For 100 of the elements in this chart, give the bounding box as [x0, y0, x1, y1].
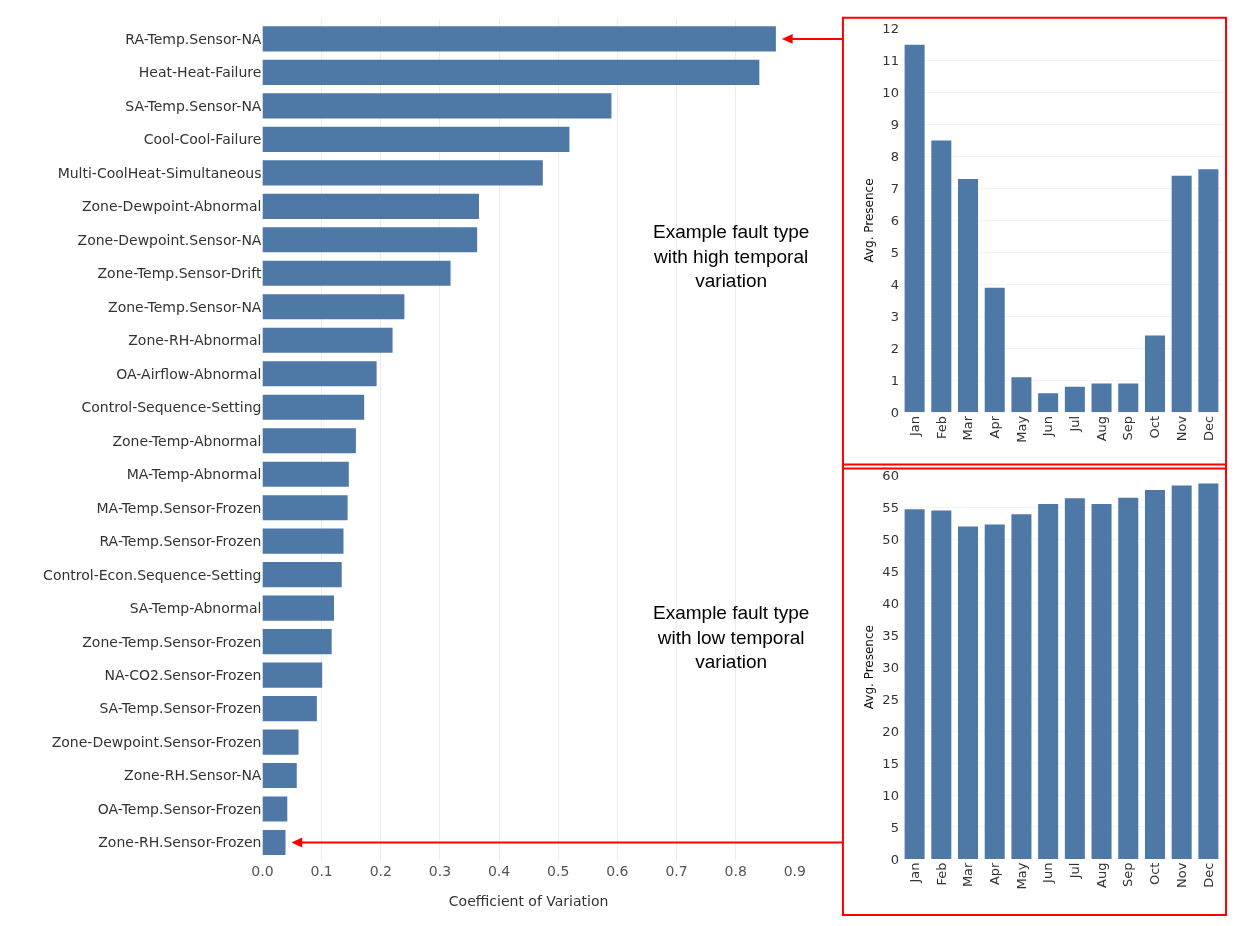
y-tick-label: Zone-Dewpoint-Abnormal — [81, 198, 262, 215]
bar — [262, 361, 377, 387]
x-tick-label: Mar — [960, 861, 976, 888]
y-tick-label: 4 — [890, 276, 899, 292]
bar — [262, 562, 342, 588]
x-tick-label: Oct — [1147, 415, 1163, 439]
bar — [1038, 504, 1059, 859]
y-tick-label: 20 — [882, 723, 899, 739]
y-tick-label: SA-Temp-Abnormal — [129, 600, 262, 617]
y-tick-label: 0 — [890, 404, 899, 420]
x-tick-label: May — [1013, 415, 1029, 443]
x-tick-label: Jan — [906, 862, 922, 884]
bar — [262, 294, 405, 320]
y-tick-label: 35 — [882, 627, 899, 643]
y-tick-label: Heat-Heat-Failure — [138, 64, 262, 81]
x-tick-label: Oct — [1147, 862, 1163, 886]
bar — [262, 729, 299, 755]
x-tick-label: 0.9 — [783, 862, 806, 879]
bar — [262, 93, 612, 119]
bar — [1091, 504, 1112, 859]
y-tick-label: SA-Temp.Sensor-Frozen — [99, 700, 262, 717]
x-tick-label: 0.7 — [665, 862, 688, 879]
x-tick-label: Sep — [1120, 415, 1136, 441]
bar — [1144, 490, 1165, 859]
y-tick-label: 5 — [890, 245, 899, 260]
y-axis-title: Avg. Presence — [861, 178, 876, 263]
y-tick-label: 0 — [890, 851, 899, 867]
x-axis-title: Coefficient of Variation — [448, 893, 609, 910]
bar — [1118, 497, 1139, 859]
y-tick-label: Zone-Dewpoint.Sensor-NA — [77, 231, 262, 248]
bar — [904, 44, 925, 413]
y-tick-label: OA-Temp.Sensor-Frozen — [97, 800, 262, 817]
bar — [262, 126, 570, 152]
x-tick-label: 0.8 — [724, 862, 747, 879]
x-tick-label: May — [1013, 862, 1029, 890]
y-tick-label: 30 — [882, 659, 899, 675]
x-tick-label: 0.2 — [369, 862, 392, 879]
bar — [1064, 498, 1085, 859]
y-tick-label: Control-Econ.Sequence-Setting — [43, 566, 262, 583]
bar — [262, 394, 365, 420]
bar — [262, 763, 297, 789]
x-tick-label: Feb — [933, 862, 949, 886]
y-tick-label: 3 — [890, 308, 899, 324]
bar — [1198, 169, 1219, 413]
y-tick-label: RA-Temp.Sensor-NA — [125, 30, 262, 47]
y-tick-label: Zone-Temp.Sensor-NA — [108, 298, 262, 315]
bar — [262, 160, 543, 186]
x-tick-label: Nov — [1173, 862, 1189, 888]
y-tick-label: 55 — [882, 499, 899, 515]
y-tick-label: 9 — [890, 117, 899, 133]
bar — [1011, 514, 1032, 859]
y-tick-label: 45 — [882, 563, 899, 579]
bar — [262, 461, 349, 487]
y-tick-label: 5 — [890, 819, 899, 835]
bar — [1198, 483, 1219, 859]
bar — [262, 193, 479, 219]
y-tick-label: 8 — [890, 149, 899, 165]
bar — [262, 528, 344, 554]
bar — [958, 178, 979, 413]
x-tick-label: Jul — [1067, 862, 1083, 880]
bar — [262, 428, 356, 454]
y-tick-label: Zone-Temp.Sensor-Drift — [97, 265, 262, 282]
y-tick-label: Zone-RH-Abnormal — [128, 332, 262, 349]
bar — [262, 227, 478, 253]
x-tick-label: 0.4 — [487, 862, 511, 879]
bar — [931, 140, 952, 413]
y-tick-label: 10 — [882, 787, 899, 803]
bar — [262, 796, 288, 822]
x-tick-label: Jul — [1067, 415, 1083, 433]
x-tick-label: 0.6 — [606, 862, 629, 879]
bar — [1064, 386, 1085, 413]
y-tick-label: OA-Airflow-Abnormal — [116, 365, 262, 382]
bar — [1038, 393, 1059, 413]
annotation: Example fault type with low temporal variation — [653, 602, 810, 673]
y-tick-label: 2 — [890, 340, 899, 356]
x-tick-label: Mar — [960, 415, 976, 441]
y-tick-label: RA-Temp.Sensor-Frozen — [99, 533, 262, 550]
x-tick-label: 0.1 — [310, 862, 333, 879]
x-tick-label: Jun — [1040, 415, 1056, 438]
y-tick-label: Cool-Cool-Failure — [143, 131, 262, 148]
y-tick-label: 10 — [882, 85, 899, 101]
y-axis-title: Avg. Presence — [861, 625, 876, 710]
y-tick-label: SA-Temp.Sensor-NA — [125, 97, 262, 114]
bar — [262, 26, 776, 52]
x-tick-label: Apr — [986, 415, 1002, 439]
bar — [984, 287, 1005, 413]
y-tick-label: Zone-Temp-Abnormal — [112, 432, 262, 449]
y-tick-label: 1 — [890, 372, 899, 388]
y-tick-label: 40 — [882, 595, 899, 611]
y-tick-label: 6 — [890, 213, 899, 229]
x-tick-label: Sep — [1120, 862, 1136, 888]
y-tick-label: 25 — [882, 691, 899, 707]
bar — [904, 509, 925, 859]
x-tick-label: 0.5 — [547, 862, 570, 879]
y-tick-label: Zone-Temp.Sensor-Frozen — [82, 633, 262, 650]
y-tick-label: Zone-Dewpoint.Sensor-Frozen — [51, 733, 262, 750]
bar — [1171, 175, 1192, 413]
x-tick-label: 0.0 — [251, 862, 274, 879]
bar — [262, 696, 317, 722]
bar — [262, 662, 323, 688]
